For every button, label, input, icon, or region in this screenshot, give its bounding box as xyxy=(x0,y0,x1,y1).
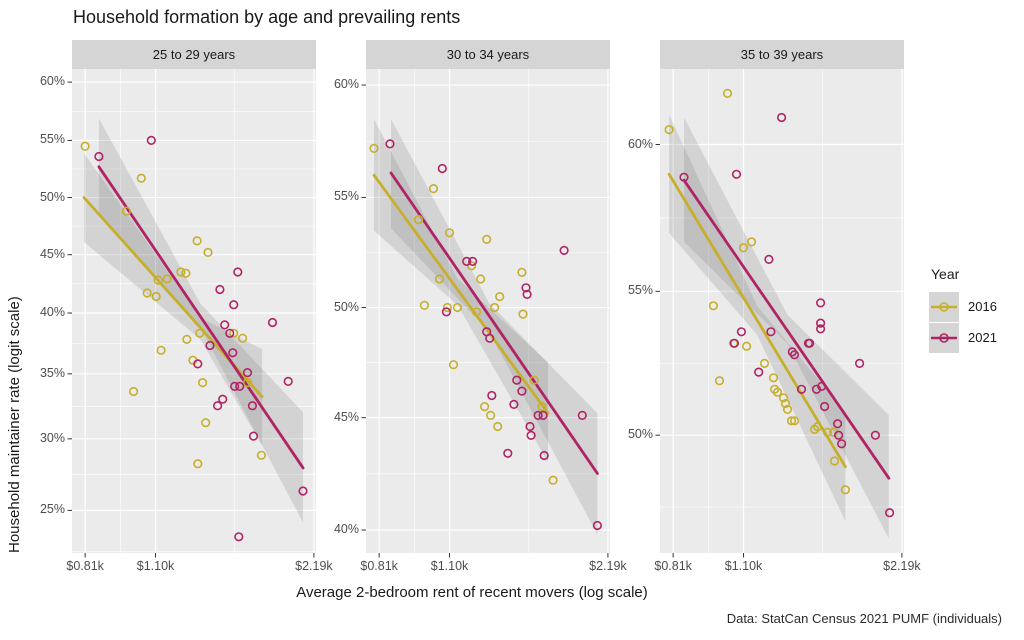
major-gridlines xyxy=(366,69,610,553)
minor-gridlines xyxy=(660,69,904,553)
y-tick-label: 45% xyxy=(333,409,359,424)
legend-key-2021-icon xyxy=(929,322,959,353)
y-axis-title: Household maintainer rate (logit scale) xyxy=(6,296,23,553)
axis-ticks xyxy=(655,144,903,558)
legend-item-2016: 2016 xyxy=(929,291,997,322)
legend-label-2021: 2021 xyxy=(968,330,997,345)
x-tick-label: $2.19k xyxy=(883,559,921,573)
x-tick-label: $2.19k xyxy=(589,559,627,573)
scatter-points-2016 xyxy=(664,88,850,495)
y-tick-label: 60% xyxy=(39,74,65,89)
y-tick-label: 35% xyxy=(39,365,65,380)
y-tick-label: 40% xyxy=(39,305,65,320)
y-tick-label: 55% xyxy=(627,283,653,298)
minor-gridlines xyxy=(366,69,610,553)
y-tick-label: 40% xyxy=(333,522,359,537)
y-tick-label: 30% xyxy=(39,430,65,445)
y-tick-label: 60% xyxy=(627,136,653,151)
axis-ticks xyxy=(361,84,609,558)
legend-label-2016: 2016 xyxy=(968,299,997,314)
major-gridlines xyxy=(660,69,904,553)
panel-plot-30-34 xyxy=(361,69,610,558)
caption: Data: StatCan Census 2021 PUMF (individu… xyxy=(726,611,1002,626)
ci-ribbon-2016 xyxy=(84,153,263,446)
trend-line-2021 xyxy=(389,171,599,475)
y-tick-label: 25% xyxy=(39,502,65,517)
y-tick-label: 60% xyxy=(333,77,359,92)
scatter-points-2021 xyxy=(385,139,602,531)
ci-ribbon-2016 xyxy=(374,119,548,463)
y-tick-label: 50% xyxy=(333,299,359,314)
panel-plot-25-29 xyxy=(67,69,316,558)
chart-title: Household formation by age and prevailin… xyxy=(73,7,461,27)
x-tick-label: $1.10k xyxy=(136,559,175,573)
facet-strip-30-34: 30 to 34 years xyxy=(366,40,610,69)
ci-ribbon-2021 xyxy=(98,118,304,523)
x-tick-label: $0.81k xyxy=(654,559,692,573)
y-tick-label: 55% xyxy=(39,132,65,147)
y-tick-label: 50% xyxy=(39,189,65,204)
legend-item-2021: 2021 xyxy=(929,322,997,353)
x-tick-label: $1.10k xyxy=(430,559,469,573)
axis-ticks xyxy=(67,81,315,558)
trend-line-2016 xyxy=(372,173,550,415)
trend-line-2021 xyxy=(682,178,891,480)
x-tick-label: $0.81k xyxy=(66,559,104,573)
y-tick-label: 50% xyxy=(627,427,653,442)
ci-ribbon-2021 xyxy=(391,119,598,535)
scatter-points-2016 xyxy=(369,143,558,485)
facet-strip-25-29: 25 to 29 years xyxy=(72,40,316,69)
panel-plot-35-39 xyxy=(655,69,904,558)
scatter-points-2021 xyxy=(679,112,895,518)
x-tick-label: $0.81k xyxy=(360,559,398,573)
x-axis-title: Average 2-bedroom rent of recent movers … xyxy=(296,584,648,601)
minor-gridlines xyxy=(72,69,316,553)
x-tick-label: $1.10k xyxy=(724,559,763,573)
y-tick-label: 45% xyxy=(39,246,65,261)
x-tick-label: $2.19k xyxy=(295,559,333,573)
trend-line-2016 xyxy=(667,172,847,469)
facet-strip-35-39: 35 to 39 years xyxy=(660,40,904,69)
trend-line-2021 xyxy=(97,165,305,470)
y-tick-label: 55% xyxy=(333,189,359,204)
legend-title: Year xyxy=(931,266,960,282)
legend-key-2016-icon xyxy=(929,291,959,322)
legend: Year 2016 2021 xyxy=(929,266,997,353)
scatter-points-2021 xyxy=(94,135,308,542)
scatter-points-2016 xyxy=(80,141,266,469)
